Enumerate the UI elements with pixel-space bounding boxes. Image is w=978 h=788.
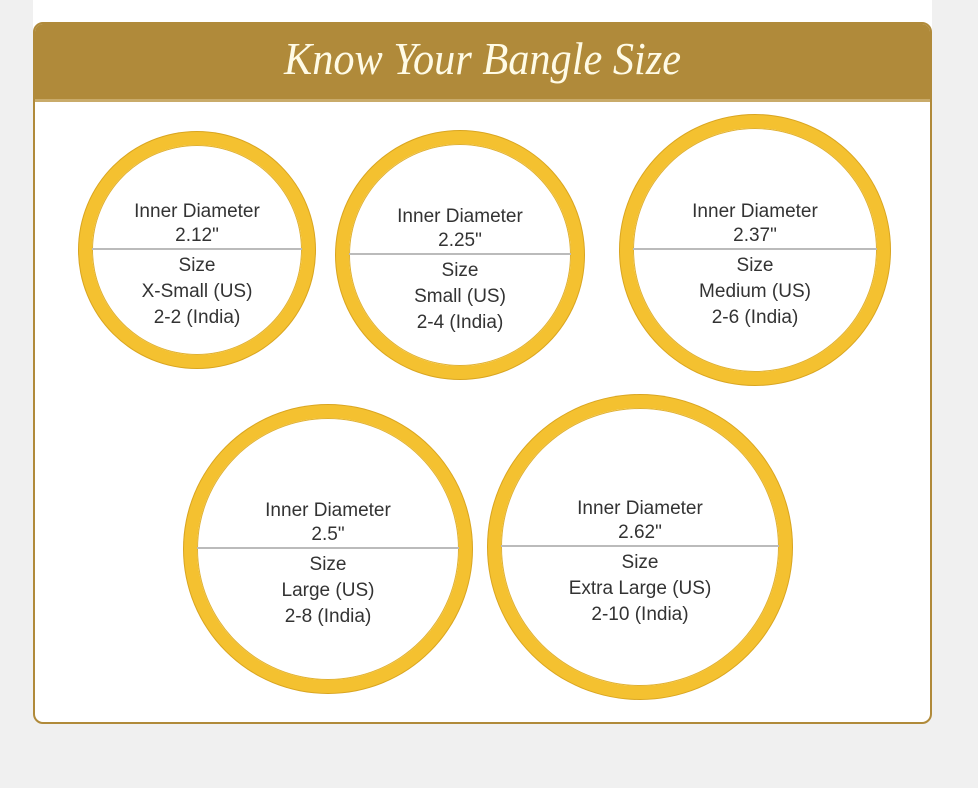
- india-size: 2-6 (India): [711, 307, 799, 328]
- diameter-value: 2.12": [175, 225, 219, 246]
- divider: [92, 248, 302, 250]
- inner-diameter-label: Inner Diameter: [692, 201, 818, 222]
- inner-diameter-label: Inner Diameter: [134, 201, 260, 222]
- divider: [349, 253, 571, 255]
- diameter-value: 2.5": [311, 524, 345, 545]
- us-size: Large (US): [281, 580, 375, 601]
- divider: [633, 248, 877, 250]
- divider: [197, 547, 459, 549]
- us-size: X-Small (US): [141, 281, 253, 302]
- size-label: Size: [309, 554, 347, 575]
- bangle-ring: Inner Diameter 2.25" Size Small (US) 2-4…: [336, 131, 584, 379]
- inner-diameter-label: Inner Diameter: [397, 206, 523, 227]
- size-label: Size: [441, 260, 479, 281]
- inner-diameter-label: Inner Diameter: [265, 500, 391, 521]
- diameter-value: 2.37": [733, 225, 777, 246]
- bangle-ring: Inner Diameter 2.62" Size Extra Large (U…: [488, 395, 792, 699]
- divider: [501, 545, 779, 547]
- india-size: 2-8 (India): [284, 606, 372, 627]
- bangle-ring: Inner Diameter 2.12" Size X-Small (US) 2…: [79, 132, 315, 368]
- bangle-ring: Inner Diameter 2.37" Size Medium (US) 2-…: [620, 115, 890, 385]
- header: Know Your Bangle Size: [35, 24, 930, 102]
- diameter-value: 2.25": [438, 230, 482, 251]
- size-label: Size: [621, 552, 659, 573]
- us-size: Small (US): [414, 286, 506, 307]
- us-size: Extra Large (US): [568, 578, 712, 599]
- chart-title: Know Your Bangle Size: [283, 33, 682, 84]
- india-size: 2-4 (India): [416, 312, 504, 333]
- inner-diameter-label: Inner Diameter: [577, 498, 703, 519]
- us-size: Medium (US): [699, 281, 811, 302]
- size-label: Size: [736, 255, 774, 276]
- india-size: 2-2 (India): [153, 307, 241, 328]
- diameter-value: 2.62": [618, 522, 662, 543]
- size-label: Size: [178, 255, 216, 276]
- bangle-ring: Inner Diameter 2.5" Size Large (US) 2-8 …: [184, 405, 472, 693]
- india-size: 2-10 (India): [591, 604, 689, 625]
